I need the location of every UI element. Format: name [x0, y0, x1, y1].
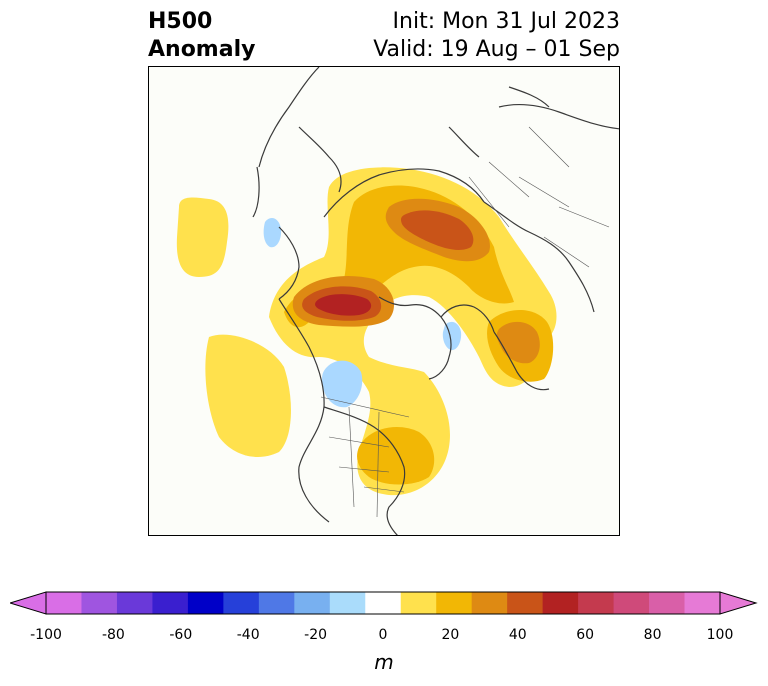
colorbar-segment	[258, 592, 295, 614]
colorbar-extend-min	[10, 591, 47, 615]
colorbar-segment	[116, 592, 153, 614]
colorbar-segment	[613, 592, 650, 614]
plot-title-left: H500 Anomaly	[148, 8, 255, 64]
colorbar-tick-label: -60	[169, 627, 193, 643]
colorbar-segment	[294, 592, 331, 614]
colorbar	[10, 591, 758, 615]
coastlines	[252, 67, 619, 535]
colorbar-tick-label: -100	[30, 627, 62, 643]
colorbar-tick-label: -80	[101, 627, 125, 643]
init-time: Init: Mon 31 Jul 2023	[392, 9, 620, 34]
colorbar-segment	[684, 592, 721, 614]
anomaly-map	[149, 67, 619, 535]
plot-title-right: Init: Mon 31 Jul 2023 Valid: 19 Aug – 01…	[373, 8, 620, 64]
title-variable: H500	[148, 9, 213, 34]
eastern-canada-level20	[357, 427, 435, 485]
scandinavia-level30	[496, 321, 540, 364]
colorbar-segment	[542, 592, 579, 614]
colorbar-segment	[578, 592, 615, 614]
colorbar-tick-label: 20	[441, 627, 460, 643]
colorbar-segment	[329, 592, 366, 614]
colorbar-segment	[400, 592, 437, 614]
western-canada-negative-anomaly	[322, 360, 363, 408]
colorbar-extend-max	[719, 591, 758, 615]
colorbar-segment	[152, 592, 189, 614]
colorbar-segment	[471, 592, 508, 614]
colorbar-segment	[223, 592, 260, 614]
colorbar-segment	[507, 592, 544, 614]
colorbar-segments	[46, 592, 721, 614]
bering-negative-anomaly	[263, 217, 282, 248]
title-type: Anomaly	[148, 37, 256, 62]
map-panel	[148, 66, 620, 536]
alaska-level60	[315, 294, 372, 316]
northeast-pacific-positive-anomaly	[205, 334, 291, 457]
colorbar-segment	[365, 592, 402, 614]
colorbar-tick-label: -40	[236, 627, 260, 643]
colorbar-tick-label: 60	[576, 627, 595, 643]
colorbar-segment	[187, 592, 224, 614]
siberia-level40	[400, 210, 474, 250]
colorbar-tick-label: 0	[378, 627, 388, 643]
colorbar-segment	[436, 592, 473, 614]
colorbar-unit-label: m	[374, 650, 394, 674]
colorbar-tick-label: 80	[643, 627, 662, 643]
valid-period: Valid: 19 Aug – 01 Sep	[373, 37, 620, 62]
colorbar-tick-label: 40	[508, 627, 527, 643]
colorbar-segment	[46, 592, 82, 614]
colorbar-outline	[45, 591, 721, 615]
colorbar-tick-label: -20	[304, 627, 328, 643]
political-borders	[320, 126, 610, 518]
colorbar-segment	[649, 592, 686, 614]
colorbar-segment	[81, 592, 118, 614]
north-pacific-positive-anomaly	[176, 197, 229, 277]
colorbar-tick-label: 100	[706, 627, 734, 643]
